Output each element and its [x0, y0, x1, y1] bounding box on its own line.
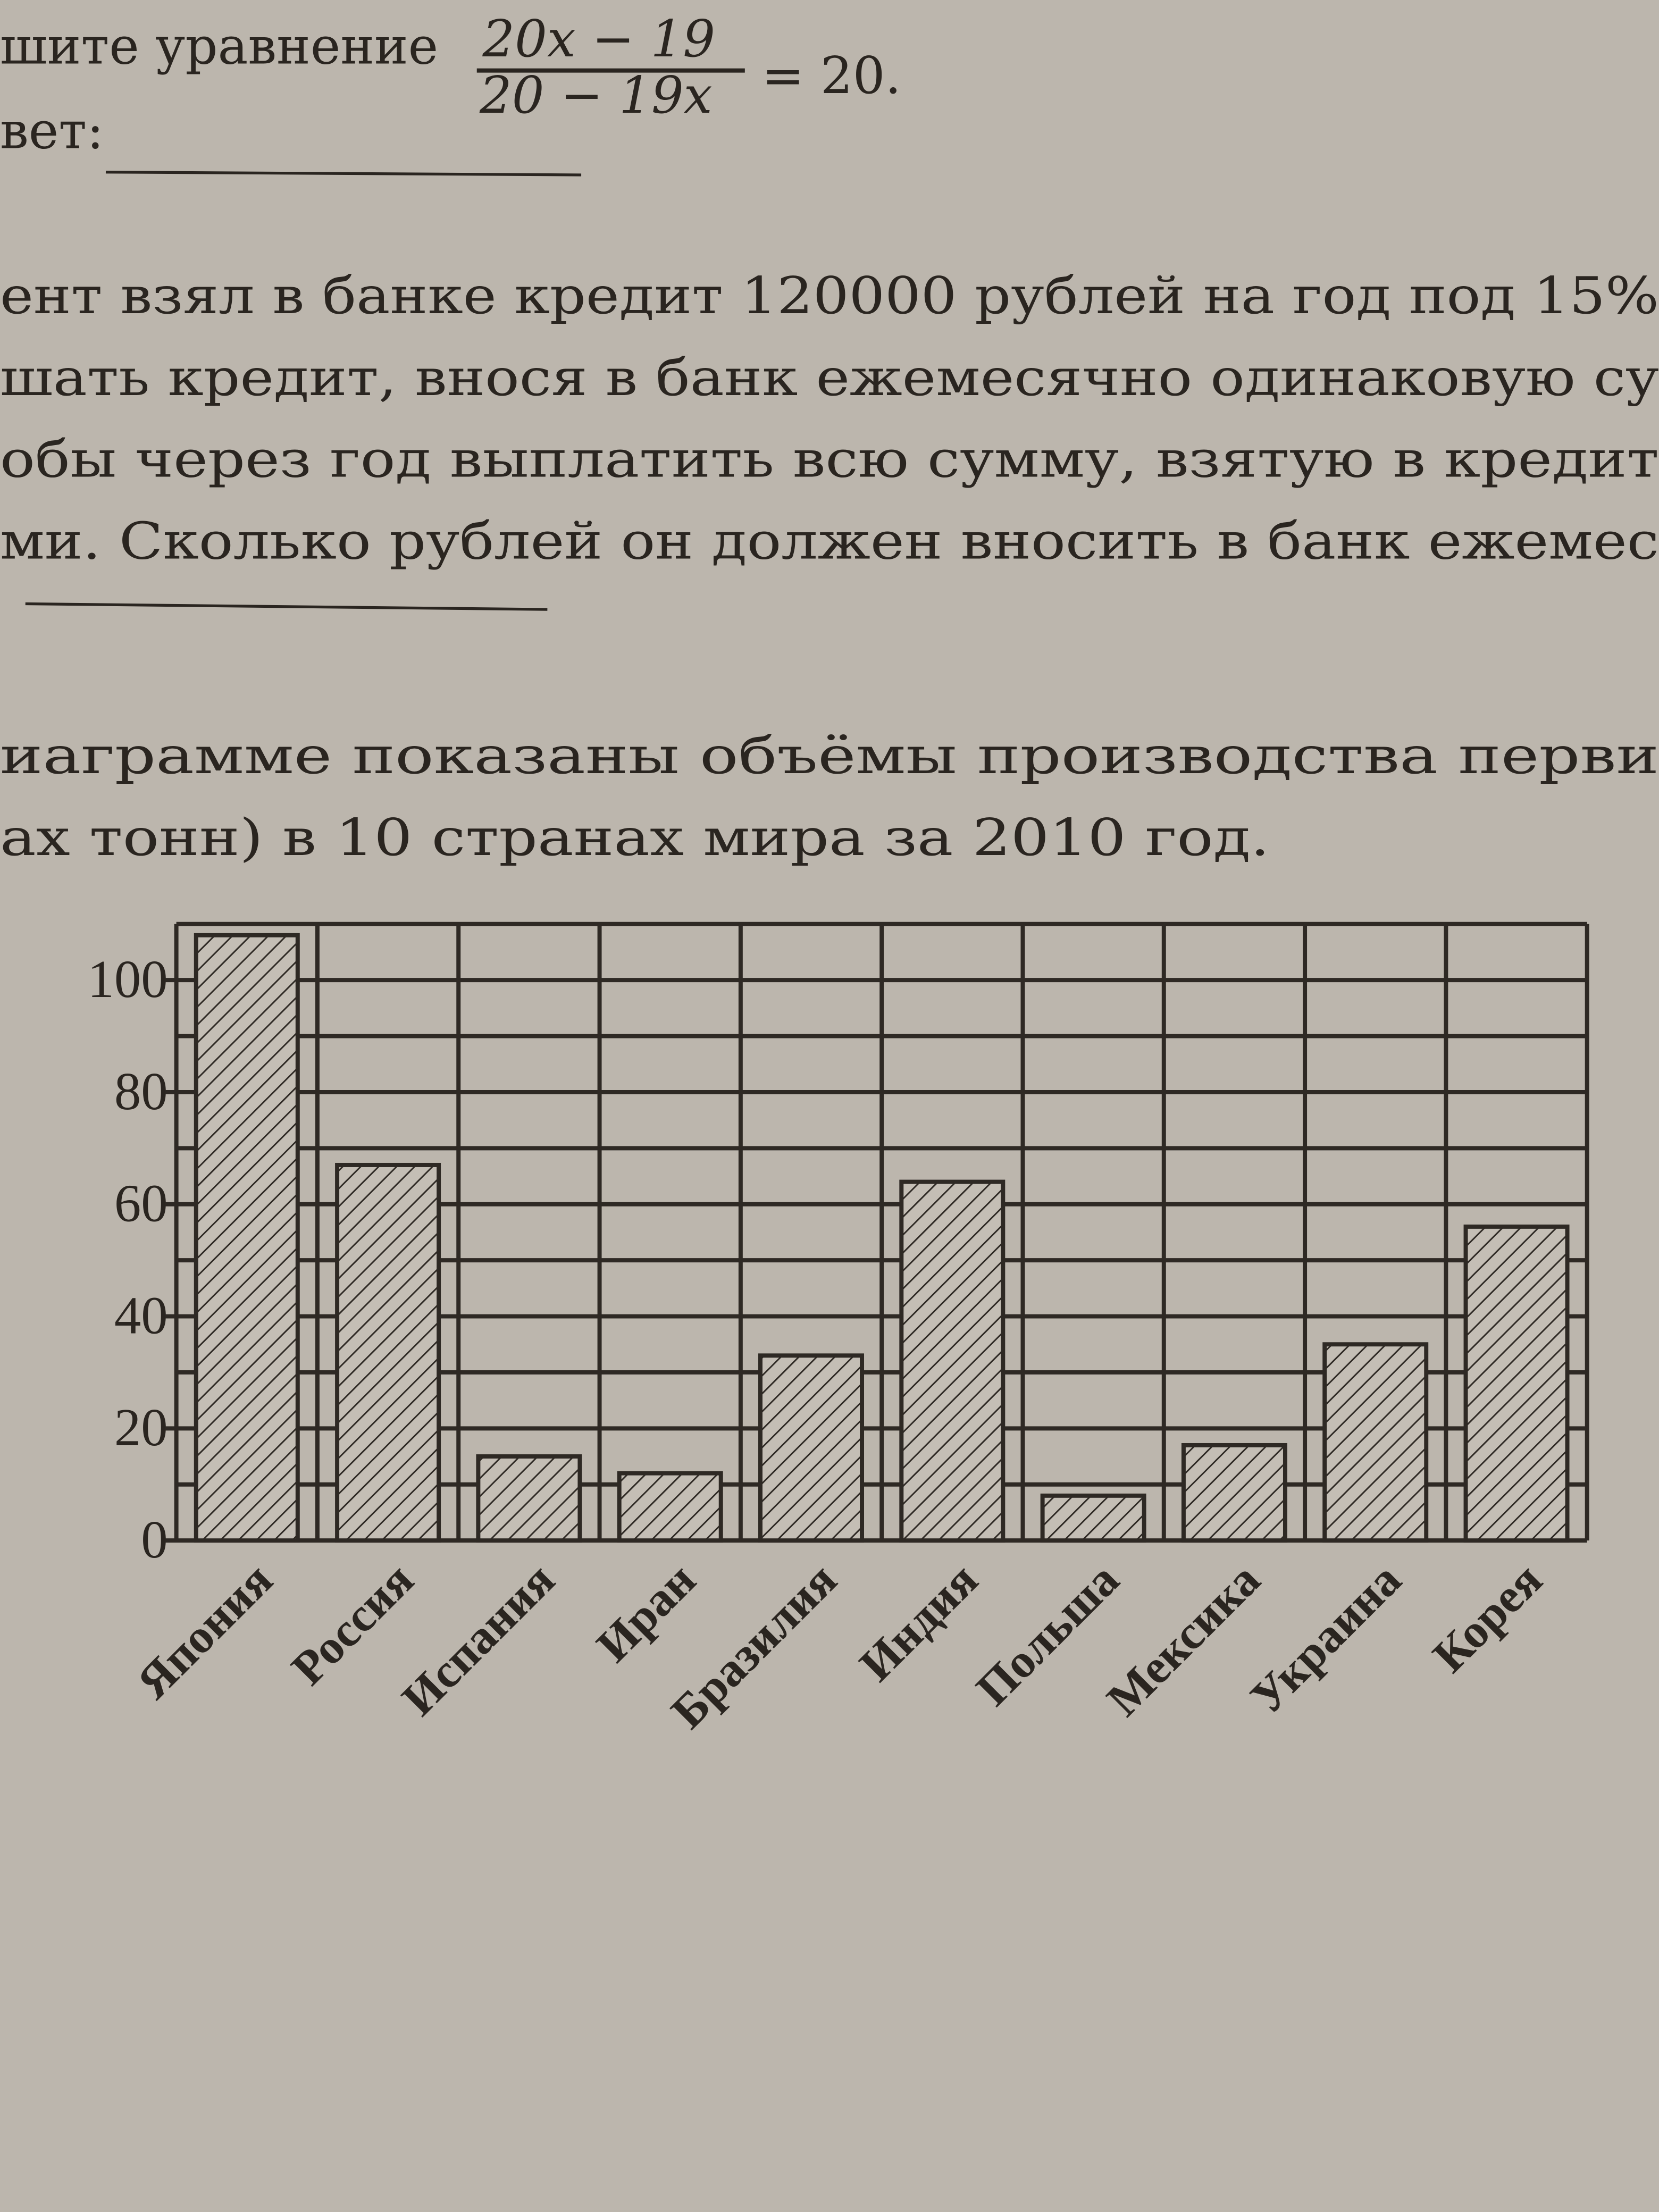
equals: = 20.	[762, 46, 901, 105]
bar	[1040, 1493, 1146, 1543]
text-line: ми. Сколько рублей он должен вносить в б…	[0, 512, 1659, 571]
text-line: ах тонн) в 10 странах мира за 2010 год.	[0, 808, 1270, 867]
bar	[335, 1162, 441, 1543]
bar	[899, 1179, 1006, 1543]
text-line: ент взял в банке кредит 120000 рублей на…	[0, 266, 1659, 325]
denominator: 20 − 19x	[479, 65, 713, 125]
y-tick-label: 40	[114, 1285, 168, 1345]
problem-text: иаграмме показаны объёмы производства пе…	[0, 726, 1659, 867]
y-tick-label: 20	[114, 1397, 168, 1457]
bar	[1181, 1443, 1287, 1543]
y-tick-label: 0	[141, 1510, 167, 1569]
text-line: обы через год выплатить всю сумму, взяту…	[0, 430, 1659, 489]
bar	[476, 1454, 582, 1543]
y-tick-label: 100	[88, 949, 168, 1009]
text-line: шать кредит, внося в банк ежемесячно оди…	[0, 348, 1659, 407]
bar	[1463, 1224, 1570, 1543]
answer-line	[25, 602, 548, 611]
problem-text: ент взял в банке кредит 120000 рублей на…	[0, 266, 1659, 571]
answer-line	[105, 171, 582, 177]
y-tick-label: 60	[114, 1174, 168, 1233]
text-line: иаграмме показаны объёмы производства пе…	[0, 726, 1659, 785]
bar	[194, 933, 300, 1543]
bar	[758, 1353, 864, 1543]
equation-label: шите уравнение	[0, 16, 438, 76]
y-tick-label: 80	[114, 1061, 168, 1121]
answer-label: вет:	[0, 101, 104, 161]
numerator: 20x − 19	[482, 9, 715, 69]
bar	[1322, 1342, 1429, 1543]
bar	[617, 1471, 723, 1543]
